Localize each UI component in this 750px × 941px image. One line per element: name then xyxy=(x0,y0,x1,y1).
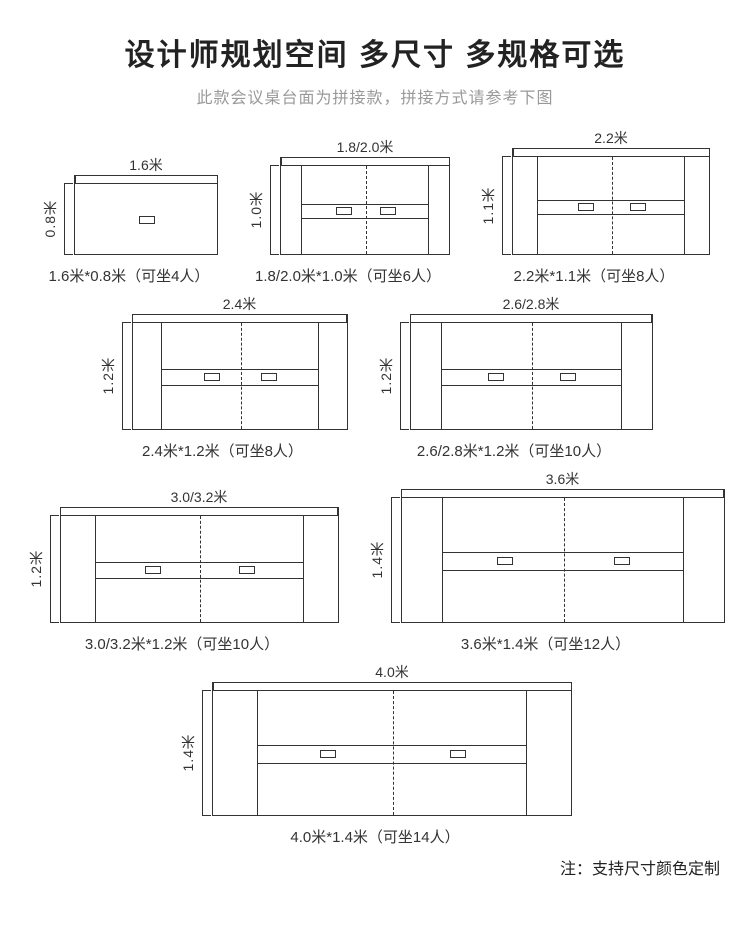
size-diagram: 0.8米 1.6米 xyxy=(40,155,218,255)
width-tick xyxy=(132,314,348,322)
cable-slot xyxy=(239,566,255,574)
size-item: 1.2米 2.4米 2.4米*1.2米（可坐8人） xyxy=(98,294,348,461)
diagram-row: 1.4米 4.0米 4.0米*1.4米（可坐14人） xyxy=(20,662,730,847)
size-diagram: 1.4米 3.6米 xyxy=(367,469,725,623)
cable-slot xyxy=(261,373,277,381)
height-label: 1.0米 xyxy=(246,165,268,255)
table-rect xyxy=(74,183,218,255)
size-caption: 2.4米*1.2米（可坐8人） xyxy=(142,440,303,461)
size-diagram: 1.2米 3.0/3.2米 xyxy=(26,487,339,623)
cable-slot xyxy=(450,750,466,758)
cable-slot xyxy=(578,203,594,211)
width-tick xyxy=(512,148,710,156)
size-diagram: 1.2米 2.6/2.8米 xyxy=(376,294,653,430)
size-item: 1.2米 3.0/3.2米 3.0/3.2米*1.2米（可坐10人） xyxy=(26,487,339,654)
diagram-row: 0.8米 1.6米 1.6米*0.8米（可坐4人） 1.0米 1.8/2.0米 1.8/2… xyxy=(20,128,730,286)
width-tick xyxy=(74,175,218,183)
height-label: 1.2米 xyxy=(26,515,48,623)
footnote: 注：支持尺寸颜色定制 xyxy=(20,855,730,879)
size-caption: 3.6米*1.4米（可坐12人） xyxy=(461,633,630,654)
size-diagram: 1.2米 2.4米 xyxy=(98,294,348,430)
cable-slot xyxy=(614,557,630,565)
size-diagram: 1.1米 2.2米 xyxy=(478,128,710,255)
height-label: 1.4米 xyxy=(178,690,200,816)
size-caption: 1.6米*0.8米（可坐4人） xyxy=(49,265,210,286)
width-label: 1.8/2.0米 xyxy=(280,137,450,157)
table-rect xyxy=(60,515,339,623)
cable-slot xyxy=(336,207,352,215)
size-caption: 2.2米*1.1米（可坐8人） xyxy=(514,265,675,286)
height-label: 0.8米 xyxy=(40,183,62,255)
height-tick xyxy=(270,165,280,255)
page-title: 设计师规划空间 多尺寸 多规格可选 xyxy=(20,30,730,74)
width-label: 2.4米 xyxy=(132,294,348,314)
cable-slot xyxy=(139,216,155,224)
width-tick xyxy=(212,682,572,690)
size-caption: 1.8/2.0米*1.0米（可坐6人） xyxy=(255,265,441,286)
height-label: 1.2米 xyxy=(98,322,120,430)
size-diagram: 1.0米 1.8/2.0米 xyxy=(246,137,450,255)
size-item: 0.8米 1.6米 1.6米*0.8米（可坐4人） xyxy=(40,155,218,286)
table-rect xyxy=(280,165,450,255)
diagram-row: 1.2米 2.4米 2.4米*1.2米（可坐8人） 1.2米 2.6/2.8米 2.6/2… xyxy=(20,294,730,461)
table-rect xyxy=(401,497,725,623)
height-tick xyxy=(50,515,60,623)
size-item: 1.4米 4.0米 4.0米*1.4米（可坐14人） xyxy=(178,662,572,847)
height-tick xyxy=(391,497,401,623)
width-tick xyxy=(401,489,725,497)
height-tick xyxy=(64,183,74,255)
width-tick xyxy=(60,507,339,515)
table-rect xyxy=(132,322,348,430)
size-diagram: 1.4米 4.0米 xyxy=(178,662,572,816)
height-label: 1.2米 xyxy=(376,322,398,430)
width-label: 4.0米 xyxy=(212,662,572,682)
cable-slot xyxy=(560,373,576,381)
size-item: 1.0米 1.8/2.0米 1.8/2.0米*1.0米（可坐6人） xyxy=(246,137,450,286)
width-label: 2.6/2.8米 xyxy=(410,294,653,314)
cable-slot xyxy=(380,207,396,215)
width-label: 2.2米 xyxy=(512,128,710,148)
width-tick xyxy=(410,314,653,322)
table-rect xyxy=(410,322,653,430)
page: 设计师规划空间 多尺寸 多规格可选 此款会议桌台面为拼接款，拼接方式请参考下图 … xyxy=(0,0,750,889)
size-item: 1.4米 3.6米 3.6米*1.4米（可坐12人） xyxy=(367,469,725,654)
table-rect xyxy=(512,156,710,255)
cable-slot xyxy=(145,566,161,574)
width-label: 3.0/3.2米 xyxy=(60,487,339,507)
diagram-row: 1.2米 3.0/3.2米 3.0/3.2米*1.2米（可坐10人） 1.4米 3.6米… xyxy=(20,469,730,654)
size-item: 1.2米 2.6/2.8米 2.6/2.8米*1.2米（可坐10人） xyxy=(376,294,653,461)
height-tick xyxy=(502,156,512,255)
diagram-rows: 0.8米 1.6米 1.6米*0.8米（可坐4人） 1.0米 1.8/2.0米 1.8/2… xyxy=(20,128,730,847)
width-label: 1.6米 xyxy=(74,155,218,175)
size-item: 1.1米 2.2米 2.2米*1.1米（可坐8人） xyxy=(478,128,710,286)
cable-slot xyxy=(320,750,336,758)
width-tick xyxy=(280,157,450,165)
size-caption: 3.0/3.2米*1.2米（可坐10人） xyxy=(85,633,279,654)
cable-slot xyxy=(630,203,646,211)
height-tick xyxy=(202,690,212,816)
height-tick xyxy=(122,322,132,430)
size-caption: 2.6/2.8米*1.2米（可坐10人） xyxy=(417,440,611,461)
table-rect xyxy=(212,690,572,816)
height-label: 1.1米 xyxy=(478,156,500,255)
cable-slot xyxy=(488,373,504,381)
size-caption: 4.0米*1.4米（可坐14人） xyxy=(290,826,459,847)
cable-slot xyxy=(497,557,513,565)
cable-slot xyxy=(204,373,220,381)
height-tick xyxy=(400,322,410,430)
width-label: 3.6米 xyxy=(401,469,725,489)
height-label: 1.4米 xyxy=(367,497,389,623)
page-subtitle: 此款会议桌台面为拼接款，拼接方式请参考下图 xyxy=(20,84,730,108)
